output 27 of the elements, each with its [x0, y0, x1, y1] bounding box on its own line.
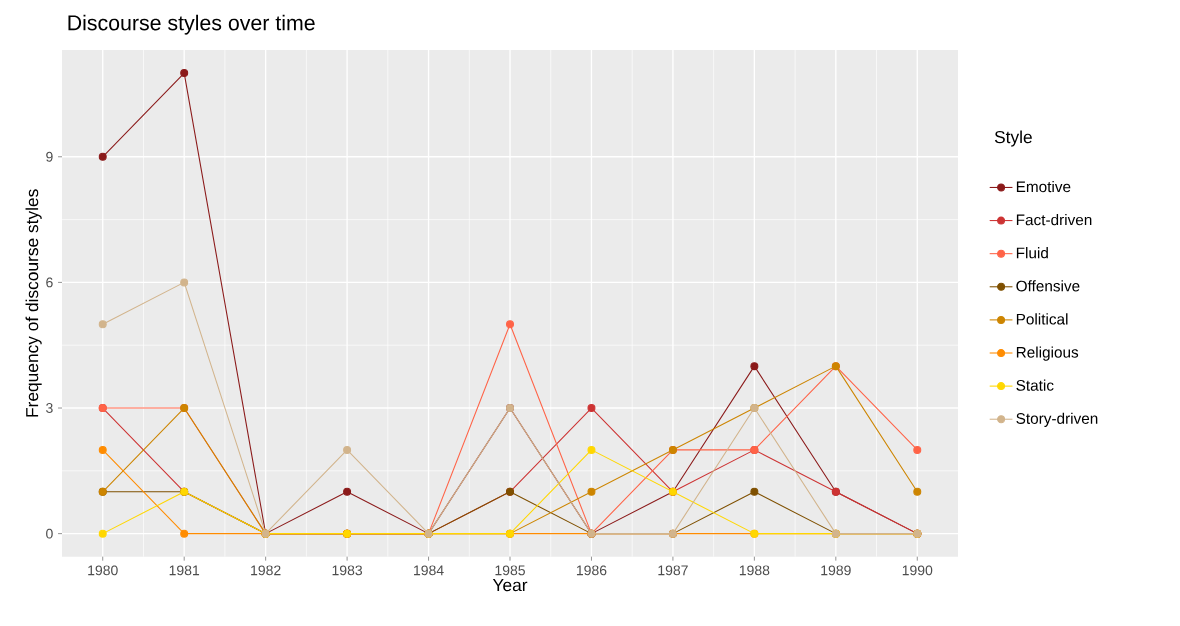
legend-label: Story-driven: [1016, 412, 1098, 427]
chart-title: Discourse styles over time: [68, 14, 315, 35]
x-tick-label: 1989: [821, 565, 851, 576]
legend-label: Religious: [1016, 346, 1079, 361]
x-tick-label: 1983: [332, 565, 363, 576]
legend-label: Offensive: [1016, 280, 1080, 292]
x-tick-label: 1986: [576, 565, 607, 576]
x-tick-label: 1987: [658, 565, 688, 576]
legend-title: Style: [994, 130, 1032, 147]
y-tick-label: 3: [46, 403, 53, 413]
y-tick-label: 9: [46, 151, 53, 162]
legend-label: Fact-driven: [1016, 214, 1092, 226]
legend-label: Political: [1016, 313, 1068, 325]
legend-label: Emotive: [1016, 180, 1071, 193]
legend-label: Fluid: [1016, 247, 1048, 259]
x-tick-label: 1981: [169, 565, 200, 576]
x-tick-label: 1980: [88, 565, 118, 576]
x-tick-label: 1982: [251, 565, 281, 576]
x-tick-label: 1990: [902, 565, 933, 576]
y-tick-label: 6: [46, 277, 53, 288]
x-tick-label: 1988: [739, 565, 770, 576]
legend-label: Static: [1016, 379, 1054, 391]
x-tick-label: 1985: [495, 565, 525, 576]
y-tick-label: 0: [46, 528, 53, 539]
x-axis-title: Year: [492, 579, 528, 592]
x-tick-label: 1984: [414, 565, 444, 576]
y-axis-title: Frequency of discourse styles: [25, 189, 42, 417]
